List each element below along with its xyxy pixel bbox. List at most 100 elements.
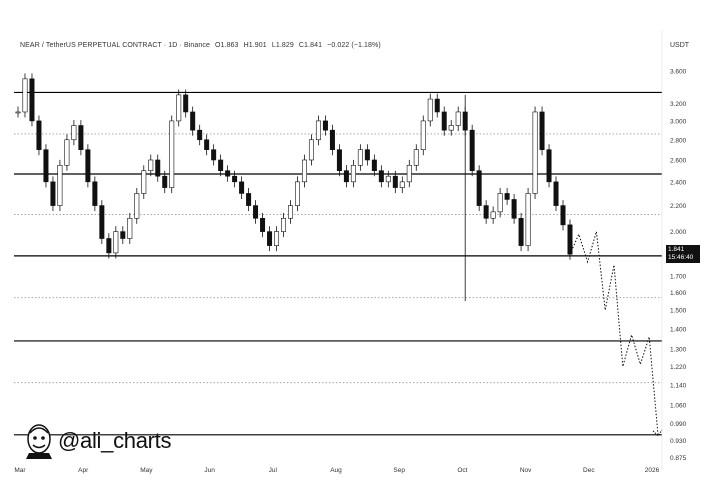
candle-up <box>57 164 63 206</box>
candle-down <box>253 205 259 219</box>
x-tick-label: Apr <box>78 467 89 474</box>
x-tick-label: Sep <box>393 467 405 474</box>
candle-down <box>155 159 161 177</box>
candle-down <box>183 94 189 113</box>
candlesticks <box>15 73 573 302</box>
x-tick-label: Mar <box>14 467 26 474</box>
projection-line <box>569 231 659 435</box>
candle-down <box>518 217 524 246</box>
y-tick-label: 2.000 <box>670 229 687 236</box>
candle-down <box>329 129 335 150</box>
y-tick-label: 1.400 <box>670 326 687 333</box>
candle-down <box>392 175 398 188</box>
y-tick-label: 1.060 <box>670 402 687 409</box>
candle-up <box>455 111 461 126</box>
candle-up <box>113 231 119 254</box>
candle-down <box>504 193 510 200</box>
y-tick-label: 3.000 <box>670 118 687 125</box>
candle-up <box>288 205 294 219</box>
candle-up <box>399 181 405 188</box>
candle-up <box>148 159 154 171</box>
x-tick-label: 2026 <box>645 467 660 474</box>
candle-down <box>211 149 217 161</box>
high-value: H1.901 <box>243 42 267 49</box>
y-tick-label: 1.500 <box>670 308 687 315</box>
candle-down <box>99 205 105 239</box>
watermark: @ali_charts <box>24 423 172 459</box>
candle-up <box>413 149 419 166</box>
candle-up <box>281 217 287 232</box>
candle-down <box>267 231 273 246</box>
avatar-icon <box>26 424 52 459</box>
y-tick-label: 2.600 <box>670 157 687 164</box>
x-tick-label: Jul <box>269 467 278 474</box>
candle-down <box>336 149 342 171</box>
candle-down <box>239 181 245 194</box>
candle-down <box>469 129 475 171</box>
candle-down <box>322 120 328 131</box>
candle-up <box>427 98 433 122</box>
candle-down <box>539 111 545 150</box>
candle-up <box>532 111 538 194</box>
candle-up <box>301 159 307 183</box>
x-tick-label: Nov <box>520 467 532 474</box>
candle-down <box>434 98 440 113</box>
y-tick-label: 2.800 <box>670 137 687 144</box>
candle-up <box>308 139 314 161</box>
x-tick-label: Dec <box>583 467 595 474</box>
open-value: O1.863 <box>214 42 239 49</box>
y-tick-label: 3.200 <box>670 101 687 108</box>
candle-down <box>43 149 49 183</box>
candle-up <box>176 94 182 122</box>
candle-down <box>511 199 517 219</box>
candle-up <box>169 120 175 188</box>
low-value: L1.829 <box>271 42 294 49</box>
candle-down <box>546 149 552 183</box>
candle-up <box>385 175 391 183</box>
symbol-label: NEAR / TetherUS PERPETUAL CONTRACT · 1D … <box>20 42 210 49</box>
candle-down <box>567 224 573 255</box>
candle-up <box>448 125 454 131</box>
candle-down <box>120 231 126 239</box>
candle-down <box>246 193 252 206</box>
candle-down <box>78 125 84 150</box>
y-tick-label: 0.990 <box>670 421 687 428</box>
x-tick-label: Jun <box>204 467 215 474</box>
candle-up <box>22 78 28 113</box>
candle-down <box>218 159 224 171</box>
candle-down <box>441 111 447 131</box>
change-value: −0.022 (−1.18%) <box>327 42 381 49</box>
candle-up <box>420 120 426 150</box>
y-tick-label: 1.600 <box>670 290 687 297</box>
candle-down <box>343 170 349 183</box>
x-tick-label: Aug <box>330 467 342 474</box>
candle-up <box>294 181 300 206</box>
candle-up <box>315 120 321 141</box>
candle-up <box>497 193 503 213</box>
candle-down <box>225 170 231 177</box>
candle-down <box>92 181 98 206</box>
x-axis-ticks: Mar Apr May Jun Jul Aug Sep Oct Nov Dec 2026 <box>14 467 659 474</box>
y-tick-label: 2.200 <box>670 203 687 210</box>
watermark-text: @ali_charts <box>58 428 172 453</box>
candle-up <box>525 193 531 246</box>
candle-down <box>560 205 566 226</box>
y-tick-label: 3.600 <box>670 69 687 76</box>
y-tick-label: 1.700 <box>670 273 687 280</box>
candle-down <box>364 149 370 161</box>
chart-header: NEAR / TetherUS PERPETUAL CONTRACT · 1D … <box>20 42 384 49</box>
countdown: 15:46:40 <box>668 254 694 261</box>
y-tick-label: 1.300 <box>670 347 687 354</box>
candle-down <box>29 78 35 122</box>
y-tick-label: 1.140 <box>670 383 687 390</box>
candle-down <box>190 111 196 131</box>
y-tick-label: 0.930 <box>670 438 687 445</box>
last-price: 1.841 <box>668 246 685 253</box>
projection-path <box>569 231 663 437</box>
candle-down <box>36 120 42 150</box>
candle-down <box>232 175 238 183</box>
candle-up <box>64 139 70 166</box>
y-axis-ticks: 3.600 3.200 3.000 2.800 2.600 2.400 2.200 2.000… <box>670 69 687 462</box>
candle-down <box>483 205 489 219</box>
candle-down <box>85 149 91 183</box>
